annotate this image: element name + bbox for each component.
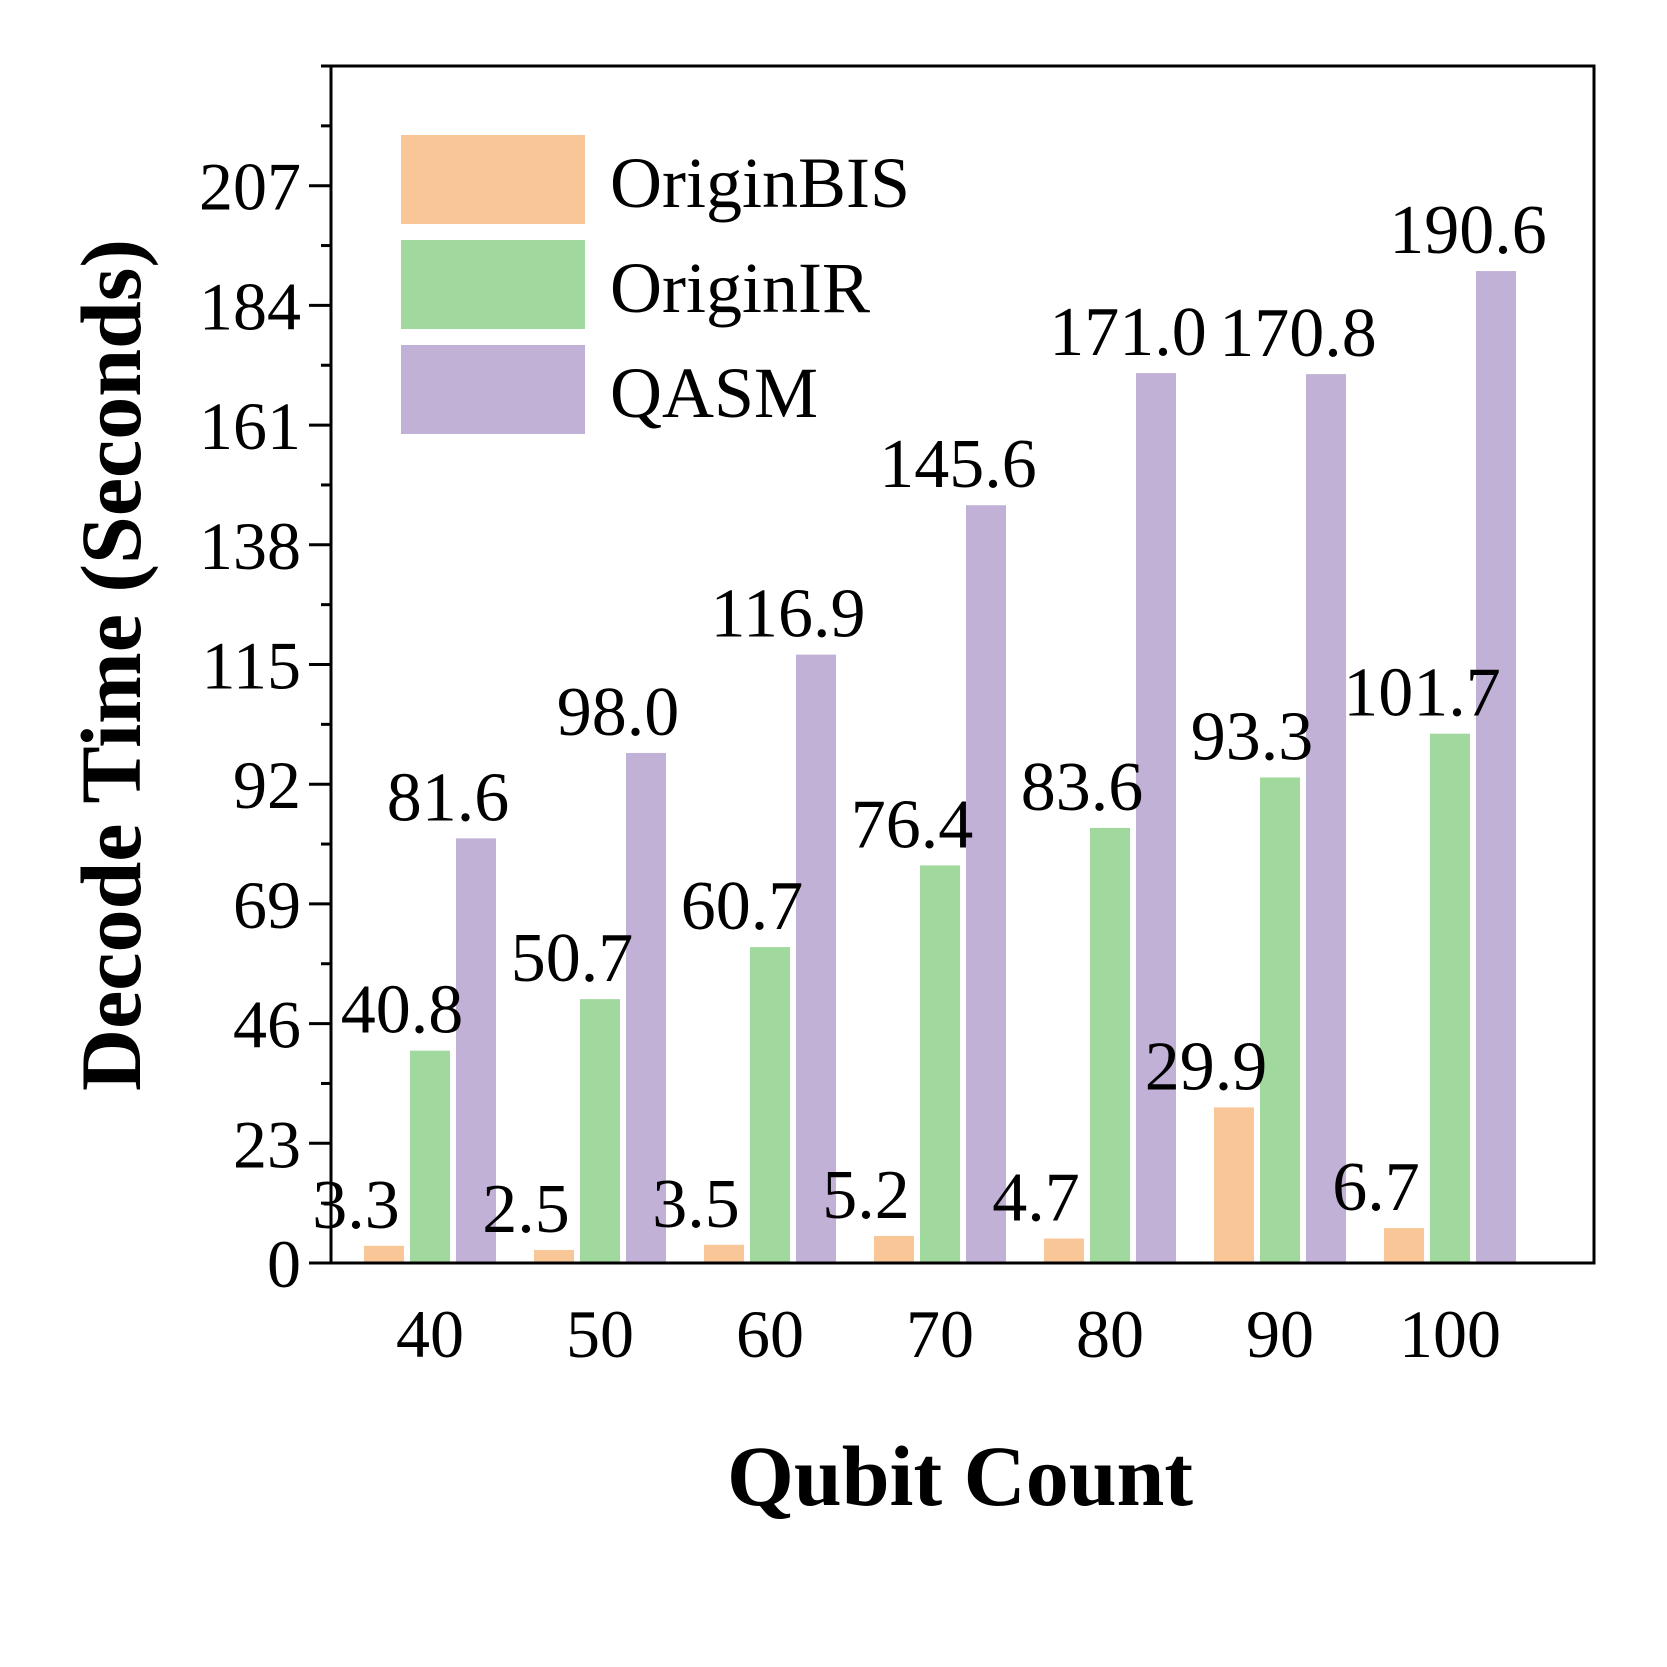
bar-qasm-60 [796,654,836,1263]
bar-originbis-60 [704,1244,744,1263]
legend-swatch-qasm [401,345,585,434]
data-label-qasm-70: 145.6 [879,426,1037,503]
y-axis-title: Decode Time (Seconds) [63,239,159,1091]
data-label-qasm-50: 98.0 [557,674,680,751]
x-tick-label: 50 [566,1296,634,1372]
data-label-qasm-80: 171.0 [1049,294,1207,371]
data-label-originbis-40: 3.3 [312,1167,400,1244]
bar-originbis-90 [1214,1107,1254,1263]
data-label-originir-80: 83.6 [1021,749,1144,826]
data-labels-layer: 3.3 2.5 3.5 5.2 4.7 29.9 6.7 40.8 50.7 60.7 76.4 83… [312,192,1547,1248]
legend-label-qasm: QASM [610,353,818,433]
data-label-originir-40: 40.8 [341,972,464,1049]
bar-originbis-100 [1384,1228,1424,1263]
data-label-originbis-90: 29.9 [1145,1028,1268,1105]
bar-originir-70 [920,865,960,1263]
y-tick-label: 23 [233,1106,301,1182]
data-label-originir-100: 101.7 [1343,655,1501,732]
y-tick-label: 0 [267,1226,301,1302]
y-tick-label: 92 [233,747,301,823]
bar-qasm-70 [966,505,1006,1263]
bar-originir-40 [410,1050,450,1263]
y-tick-label: 46 [233,987,301,1063]
data-label-qasm-90: 170.8 [1219,295,1377,372]
bar-qasm-100 [1476,271,1516,1264]
x-tick-label: 80 [1076,1296,1144,1372]
x-axis-title: Qubit Count [727,1428,1193,1524]
x-tick-label: 100 [1399,1296,1501,1372]
data-label-originir-70: 76.4 [851,786,974,863]
bar-originir-80 [1090,827,1130,1263]
bar-qasm-90 [1306,374,1346,1263]
data-label-qasm-100: 190.6 [1389,192,1547,269]
legend-label-originir: OriginIR [610,248,870,328]
x-tick-label: 60 [736,1296,804,1372]
bar-originir-90 [1260,777,1300,1263]
bar-originbis-80 [1044,1238,1084,1263]
data-label-originbis-100: 6.7 [1332,1149,1420,1226]
data-label-qasm-40: 81.6 [387,759,510,836]
data-label-originir-50: 50.7 [511,920,634,997]
y-tick-label: 207 [199,149,301,225]
y-tick-label: 161 [199,388,301,464]
legend-swatch-originir [401,240,585,329]
bar-originir-100 [1430,733,1470,1263]
legend-label-originbis: OriginBIS [610,143,910,223]
bar-originbis-70 [874,1235,914,1263]
y-tick-label: 69 [233,867,301,943]
bar-qasm-80 [1136,373,1176,1263]
x-tick-label: 70 [906,1296,974,1372]
data-label-originir-60: 60.7 [681,868,804,945]
x-tick-label: 90 [1246,1296,1314,1372]
bar-originir-60 [750,947,790,1263]
y-tick-label: 138 [199,508,301,584]
bar-originbis-50 [534,1249,574,1263]
data-label-originbis-60: 3.5 [652,1166,740,1243]
data-label-originbis-80: 4.7 [992,1160,1080,1237]
y-tick-label: 184 [199,268,301,344]
bar-qasm-40 [456,838,496,1263]
bar-originir-50 [580,999,620,1263]
legend: OriginBIS OriginIR QASM [401,135,910,434]
data-label-originir-90: 93.3 [1191,698,1314,775]
data-label-qasm-60: 116.9 [711,576,866,653]
axes-layer: 0 23 46 69 92 115 138 161 184 207 40 50 60 70 80 90 100 [199,64,1596,1372]
data-label-originbis-50: 2.5 [482,1171,570,1248]
bar-qasm-50 [626,752,666,1263]
data-label-originbis-70: 5.2 [822,1157,910,1234]
bar-originbis-40 [364,1245,404,1263]
bars-layer [364,271,1516,1264]
x-tick-label: 40 [396,1296,464,1372]
legend-swatch-originbis [401,135,585,224]
y-tick-label: 115 [202,628,301,704]
